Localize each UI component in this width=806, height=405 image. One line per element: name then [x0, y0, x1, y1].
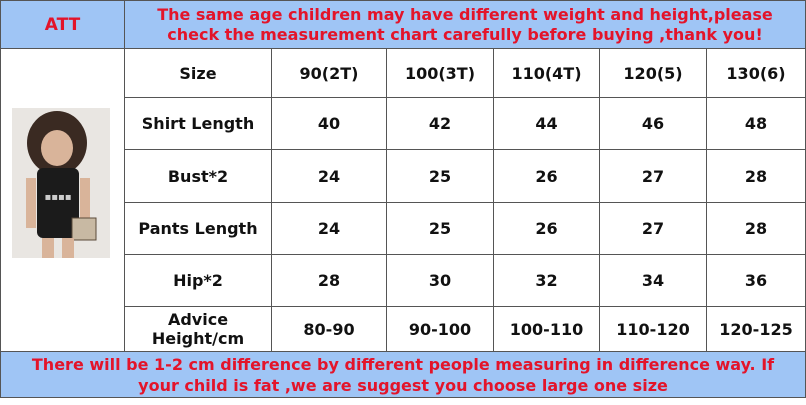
table-cell: 40	[272, 98, 387, 150]
table-cell: 100(3T)	[387, 49, 494, 98]
product-photo: ▪▪▪▪	[12, 108, 110, 258]
table-cell: 26	[494, 203, 600, 255]
table-cell: 34	[600, 255, 707, 307]
table-cell: 44	[494, 98, 600, 150]
table-cell: 27	[600, 150, 707, 203]
header-label: ATT	[0, 0, 125, 49]
table-cell: 120-125	[707, 307, 806, 352]
table-cell: 30	[387, 255, 494, 307]
table-cell: 26	[494, 150, 600, 203]
table-cell: 32	[494, 255, 600, 307]
row-label: Pants Length	[125, 203, 272, 255]
table-cell: 90(2T)	[272, 49, 387, 98]
header-notice: The same age children may have different…	[125, 0, 806, 49]
row-label: Bust*2	[125, 150, 272, 203]
table-cell: 28	[707, 203, 806, 255]
svg-text:▪▪▪▪: ▪▪▪▪	[44, 192, 71, 203]
photo-cell	[0, 49, 125, 352]
row-label: Size	[125, 49, 272, 98]
table-cell: 46	[600, 98, 707, 150]
table-cell: 27	[600, 203, 707, 255]
table-cell: 42	[387, 98, 494, 150]
table-cell: 36	[707, 255, 806, 307]
row-label: Advice Height/cm	[125, 307, 272, 352]
table-cell: 110(4T)	[494, 49, 600, 98]
table-cell: 100-110	[494, 307, 600, 352]
table-cell: 25	[387, 203, 494, 255]
table-cell: 90-100	[387, 307, 494, 352]
table-cell: 120(5)	[600, 49, 707, 98]
row-label: Hip*2	[125, 255, 272, 307]
table-cell: 28	[707, 150, 806, 203]
row-label: Shirt Length	[125, 98, 272, 150]
table-cell: 80-90	[272, 307, 387, 352]
table-cell: 48	[707, 98, 806, 150]
footer-note: There will be 1-2 cm difference by diffe…	[0, 352, 806, 398]
table-cell: 25	[387, 150, 494, 203]
table-cell: 130(6)	[707, 49, 806, 98]
table-cell: 24	[272, 150, 387, 203]
table-cell: 28	[272, 255, 387, 307]
table-cell: 24	[272, 203, 387, 255]
table-cell: 110-120	[600, 307, 707, 352]
